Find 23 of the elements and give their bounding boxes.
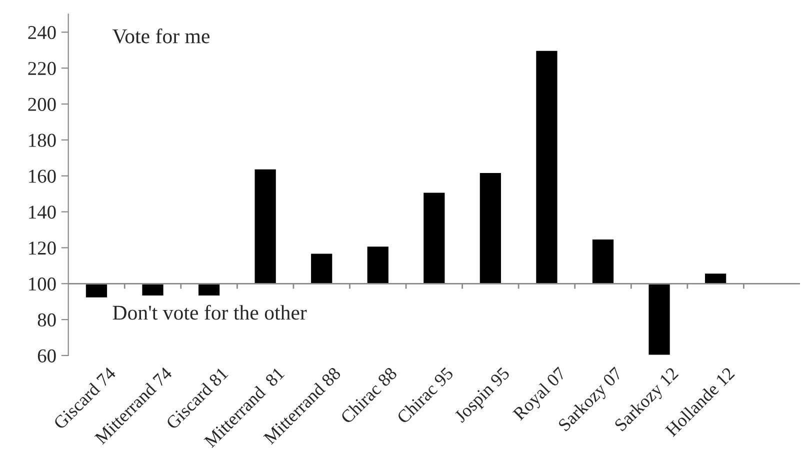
- bar: [366, 245, 390, 284]
- y-tick-label: 80: [38, 313, 56, 327]
- annotation: Don't vote for the other: [112, 304, 307, 320]
- y-tick-label: 220: [28, 62, 56, 76]
- annotation: Vote for me: [112, 28, 210, 44]
- bar: [704, 272, 728, 284]
- bar: [197, 282, 221, 297]
- bar: [478, 172, 502, 284]
- bar: [253, 168, 278, 284]
- y-tick-label: 160: [29, 170, 56, 183]
- y-tick-label: 120: [29, 242, 56, 255]
- y-tick-label: 200: [28, 98, 56, 111]
- bar: [647, 282, 672, 356]
- bar: [591, 238, 615, 284]
- y-tick-label: 60: [38, 349, 56, 362]
- bar: [422, 191, 446, 284]
- bar: [84, 282, 108, 299]
- y-tick-label: 180: [29, 134, 56, 147]
- y-tick-label: 240: [28, 26, 56, 40]
- y-tick-label: 100: [29, 277, 56, 291]
- y-tick-label: 140: [29, 206, 56, 219]
- bar: [310, 252, 334, 284]
- bar: [534, 49, 559, 284]
